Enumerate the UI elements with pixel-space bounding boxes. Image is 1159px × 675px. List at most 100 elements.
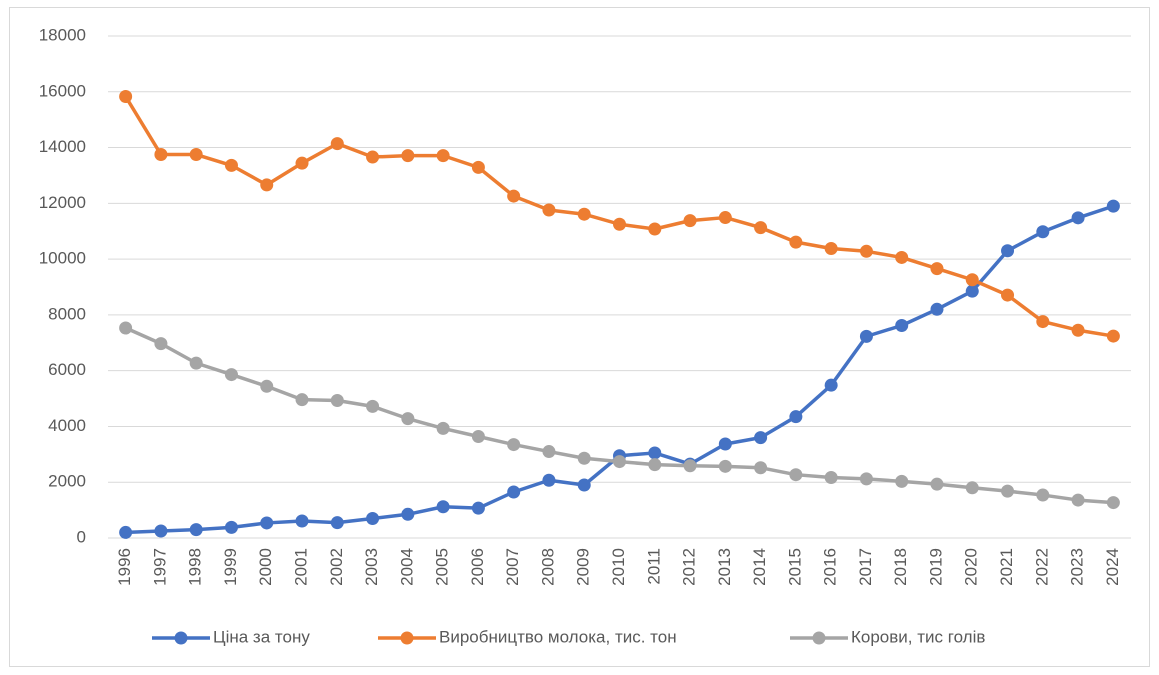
legend-label: Ціна за тону xyxy=(213,627,310,646)
series-marker xyxy=(1036,488,1050,502)
legend-marker xyxy=(812,631,826,645)
series-marker xyxy=(648,458,662,472)
series-marker xyxy=(648,222,662,236)
x-tick-label: 2001 xyxy=(292,548,311,586)
series-marker xyxy=(1036,315,1050,329)
series-marker xyxy=(119,525,133,539)
series-marker xyxy=(542,473,556,487)
series-marker xyxy=(859,472,873,486)
series-marker xyxy=(895,250,909,264)
series-marker xyxy=(930,477,944,491)
x-tick-label: 2003 xyxy=(362,548,381,586)
series-marker xyxy=(930,262,944,276)
series-marker xyxy=(330,394,344,408)
series-marker xyxy=(224,520,238,534)
x-tick-label: 1996 xyxy=(115,548,134,586)
series-marker xyxy=(577,207,591,221)
x-tick-label: 2020 xyxy=(962,548,981,586)
series-marker xyxy=(859,244,873,258)
x-tick-label: 2004 xyxy=(397,548,416,586)
series-marker xyxy=(648,446,662,460)
series-marker xyxy=(471,429,485,443)
y-tick-label: 0 xyxy=(77,527,86,546)
series-marker xyxy=(965,284,979,298)
series-marker xyxy=(613,455,626,469)
series-marker xyxy=(189,523,203,537)
series-marker xyxy=(154,148,168,162)
series-marker xyxy=(824,378,838,392)
x-tick-label: 2024 xyxy=(1103,548,1122,586)
series-marker xyxy=(119,321,133,335)
x-tick-label: 2014 xyxy=(750,548,769,586)
series-marker xyxy=(824,470,838,484)
series-marker xyxy=(754,431,768,445)
chart-border xyxy=(9,7,1150,667)
series-marker xyxy=(189,356,203,370)
series-marker xyxy=(930,302,944,316)
x-tick-label: 2007 xyxy=(503,548,522,586)
series-marker xyxy=(1001,244,1015,258)
series-marker xyxy=(189,148,203,162)
series-marker xyxy=(613,217,626,231)
series-marker xyxy=(366,399,380,413)
series-marker xyxy=(542,445,556,459)
x-tick-label: 2022 xyxy=(1032,548,1051,586)
y-tick-label: 10000 xyxy=(39,249,86,268)
series-marker xyxy=(295,156,309,170)
x-tick-label: 1998 xyxy=(186,548,205,586)
series-marker xyxy=(401,149,415,163)
x-tick-label: 2018 xyxy=(891,548,910,586)
series-marker xyxy=(1071,211,1085,225)
x-tick-label: 2006 xyxy=(468,548,487,586)
series-marker xyxy=(260,379,274,393)
series-marker xyxy=(471,501,485,515)
x-tick-label: 2019 xyxy=(926,548,945,586)
series-marker xyxy=(436,421,450,435)
series-marker xyxy=(1001,288,1015,302)
series-marker xyxy=(754,221,768,235)
x-tick-label: 1997 xyxy=(150,548,169,586)
x-tick-label: 2016 xyxy=(821,548,840,586)
series-marker xyxy=(1071,323,1085,337)
series-marker xyxy=(718,211,732,225)
legend-marker xyxy=(174,631,188,645)
x-tick-label: 2023 xyxy=(1068,548,1087,586)
x-tick-label: 2009 xyxy=(574,548,593,586)
series-marker xyxy=(1036,225,1050,239)
series-marker xyxy=(436,149,450,163)
legend-marker xyxy=(400,631,414,645)
y-tick-label: 8000 xyxy=(48,304,86,323)
series-marker xyxy=(824,242,838,256)
series-marker xyxy=(683,459,697,473)
series-marker xyxy=(895,318,909,332)
series-marker xyxy=(366,511,380,525)
x-tick-label: 2012 xyxy=(680,548,699,586)
series-marker xyxy=(542,203,556,217)
series-marker xyxy=(330,516,344,530)
series-marker xyxy=(895,474,909,488)
series-marker xyxy=(754,461,768,475)
series-marker xyxy=(718,437,732,451)
series-marker xyxy=(507,438,521,452)
y-tick-label: 4000 xyxy=(48,416,86,435)
series-marker xyxy=(789,468,803,482)
series-marker xyxy=(366,150,380,164)
series-marker xyxy=(224,368,238,382)
x-tick-label: 2008 xyxy=(538,548,557,586)
series-marker xyxy=(789,410,803,424)
legend-label: Корови, тис голів xyxy=(851,627,985,646)
series-marker xyxy=(577,451,591,465)
x-tick-label: 1999 xyxy=(221,548,240,586)
series-marker xyxy=(1106,496,1120,510)
series-marker xyxy=(507,485,521,499)
series-marker xyxy=(789,235,803,249)
y-tick-label: 18000 xyxy=(39,25,86,44)
series-marker xyxy=(1106,199,1120,213)
series-marker xyxy=(119,90,133,104)
series-marker xyxy=(436,500,450,514)
series-marker xyxy=(965,481,979,495)
x-tick-label: 2000 xyxy=(256,548,275,586)
series-marker xyxy=(718,459,732,473)
series-marker xyxy=(401,507,415,521)
